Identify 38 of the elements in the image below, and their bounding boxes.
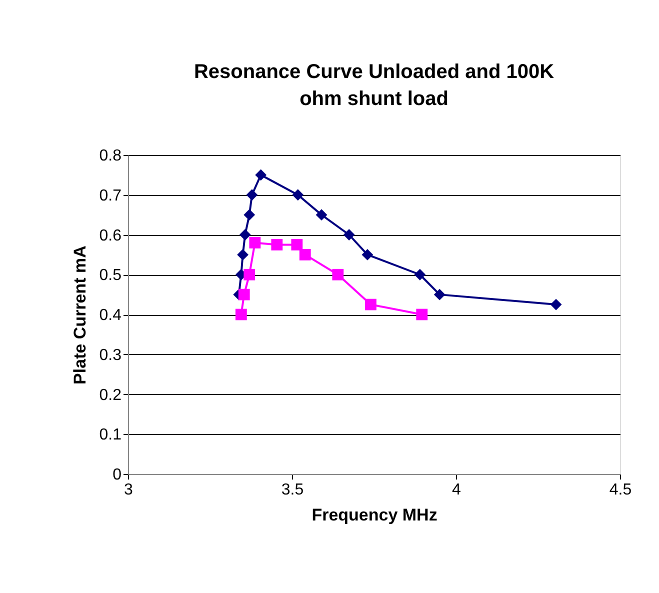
point <box>244 268 256 280</box>
point <box>343 229 355 240</box>
x-tick-label: 3.5 <box>281 482 304 498</box>
y-tick-label: 0.6 <box>99 227 122 244</box>
x-tick-label: 4.5 <box>609 482 632 498</box>
point <box>239 229 251 240</box>
x-tick-label: 3 <box>124 482 134 498</box>
y-tick-label: 0.8 <box>99 148 122 164</box>
point <box>244 209 256 221</box>
y-axis-title: Plate Current mA <box>70 246 90 384</box>
y-tick-label: 0.2 <box>99 386 122 404</box>
x-axis-title: Frequency MHz <box>312 506 438 524</box>
y-tick-label: 0.1 <box>99 426 122 444</box>
point <box>255 169 267 181</box>
point <box>414 268 426 280</box>
y-tick-label: 0.5 <box>99 267 122 284</box>
y-tick-label: 0.7 <box>99 187 122 204</box>
point <box>299 248 311 260</box>
point <box>550 298 562 310</box>
point <box>434 288 446 300</box>
point <box>249 237 261 248</box>
point <box>235 308 247 320</box>
point <box>365 298 376 310</box>
point <box>271 239 283 250</box>
point <box>316 209 328 221</box>
y-tick-label: 0.3 <box>99 346 122 364</box>
point <box>292 189 304 201</box>
point <box>237 248 248 260</box>
y-tick-label: 0 <box>112 466 122 484</box>
chart-title: Resonance Curve Unloaded and 100K ohm shunt load <box>194 61 555 110</box>
point <box>362 248 374 260</box>
point <box>238 288 250 300</box>
y-tick-label: 0.4 <box>99 307 122 324</box>
point <box>332 268 344 280</box>
point <box>416 308 428 320</box>
point <box>291 239 303 250</box>
point <box>246 189 258 201</box>
x-tick-label: 4 <box>452 482 462 498</box>
